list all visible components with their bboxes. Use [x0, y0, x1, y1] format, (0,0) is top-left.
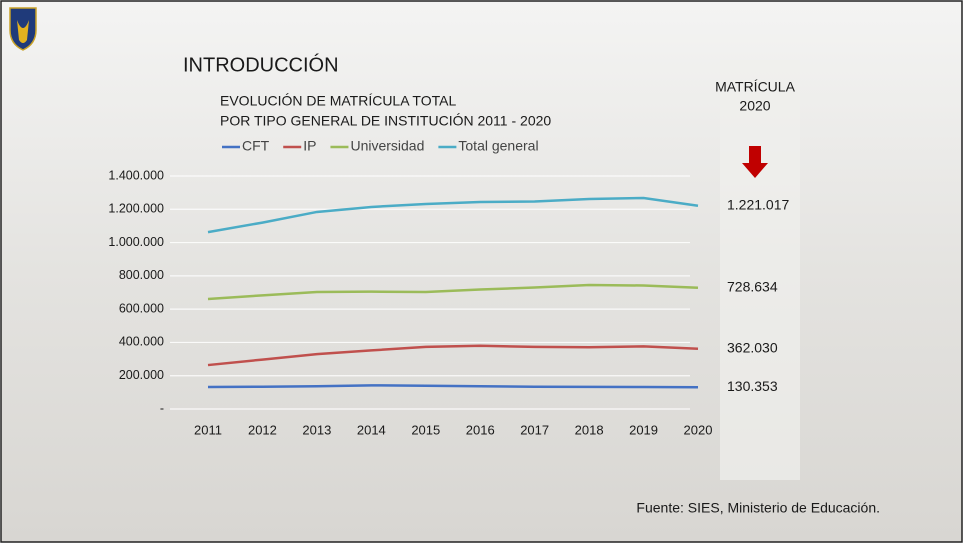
- series-line: [207, 384, 699, 389]
- value-label: 1.221.017: [727, 196, 789, 212]
- legend-label: Universidad: [350, 138, 424, 154]
- x-tick-label: 2015: [411, 422, 440, 437]
- series-line: [207, 283, 699, 301]
- y-tick-label: -: [160, 401, 164, 415]
- y-tick-label: 1.000.000: [108, 235, 164, 249]
- x-tick-label: 2012: [248, 422, 277, 437]
- x-tick-label: 2011: [194, 422, 222, 437]
- value-label: 728.634: [727, 278, 778, 294]
- arrow: [742, 146, 768, 178]
- heading: INTRODUCCIÓN: [183, 53, 339, 76]
- x-tick-label: 2018: [575, 422, 604, 437]
- tower: [720, 60, 800, 480]
- x-tick-label: 2013: [302, 422, 331, 437]
- legend-label: Total general: [458, 138, 538, 154]
- x-tick-label: 2020: [684, 422, 713, 437]
- legend-label: CFT: [242, 138, 270, 154]
- y-tick-label: 400.000: [119, 335, 164, 349]
- x-tick-label: 2019: [629, 422, 658, 437]
- y-tick-label: 1.200.000: [108, 202, 164, 216]
- series-line: [207, 196, 699, 234]
- x-tick-label: 2016: [466, 422, 495, 437]
- chart-title: POR TIPO GENERAL DE INSTITUCIÓN 2011 - 2…: [220, 113, 551, 129]
- logo-detail: [17, 20, 29, 43]
- chart-title: EVOLUCIÓN DE MATRÍCULA TOTAL: [220, 93, 456, 109]
- y-tick-label: 600.000: [119, 301, 164, 315]
- source: Fuente: SIES, Ministerio de Educación.: [636, 500, 880, 516]
- side-label: MATRÍCULA: [715, 79, 796, 95]
- x-tick-label: 2017: [520, 422, 549, 437]
- y-tick-label: 1.400.000: [108, 168, 164, 182]
- legend-label: IP: [303, 138, 316, 154]
- value-label: 362.030: [727, 339, 778, 355]
- y-tick-label: 800.000: [119, 268, 164, 282]
- x-tick-label: 2014: [357, 422, 386, 437]
- side-label: 2020: [739, 98, 770, 114]
- value-label: 130.353: [727, 378, 778, 394]
- series-line: [207, 344, 699, 367]
- y-tick-label: 200.000: [119, 368, 164, 382]
